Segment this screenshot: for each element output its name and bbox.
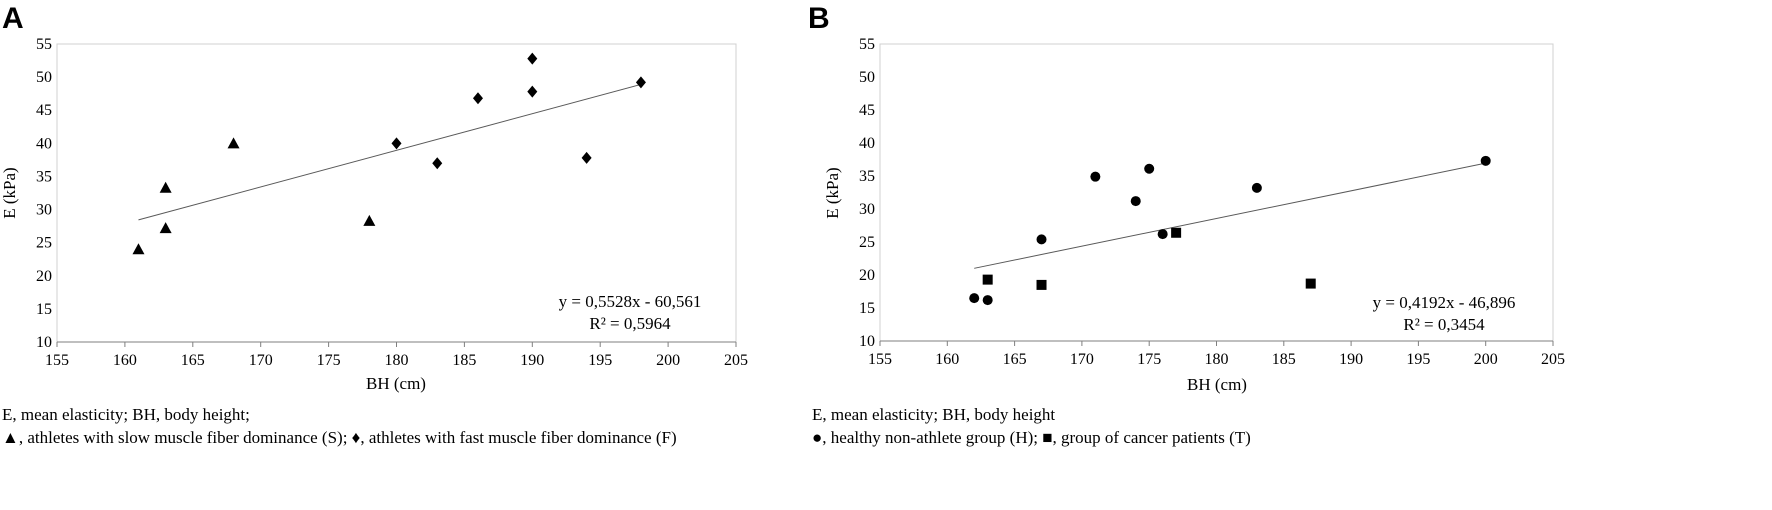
- panel-a-letter: A: [2, 2, 24, 35]
- panel-a-x-tick-label: 155: [45, 352, 69, 369]
- panel-a-x-tick-label: 180: [385, 352, 409, 369]
- panel-b-y-tick-label: 45: [859, 102, 875, 119]
- panel-b-y-label: E (kPa): [823, 167, 842, 218]
- panel-b-circle-point: [1251, 182, 1262, 193]
- panel-a-caption-2: ▲, athletes with slow muscle fiber domin…: [2, 428, 677, 447]
- panel-a-y-tick-label: 30: [36, 202, 52, 219]
- panel-a-diamond-point: [635, 76, 646, 89]
- panel-a-ticks: 155 160 165 170 175 180 185 190 195 200 205 10 15 20 2…: [36, 36, 748, 369]
- panel-b-r2: R² = 0,3454: [1403, 315, 1485, 334]
- panel-a-triangle-point: [132, 243, 145, 255]
- panel-a-y-tick-label: 55: [36, 36, 52, 53]
- panel-b-x-tick-label: 205: [1541, 351, 1565, 368]
- panel-a-r2: R² = 0,5964: [589, 314, 671, 333]
- panel-b-square-point: [1171, 227, 1182, 238]
- panel-a-y-label: E (kPa): [0, 167, 19, 218]
- panel-b-x-tick-label: 190: [1339, 351, 1363, 368]
- panel-a-y-tick-label: 40: [36, 135, 52, 152]
- panel-a-x-tick-label: 205: [724, 352, 748, 369]
- panel-a-x-tick-label: 200: [656, 352, 680, 369]
- panel-a-diamond-point: [472, 92, 483, 105]
- panel-b-circle-point: [969, 293, 980, 304]
- panel-a-triangle-point: [363, 214, 376, 226]
- panel-a-y-tick-label: 45: [36, 102, 52, 119]
- panel-b-x-tick-label: 200: [1474, 351, 1498, 368]
- panel-a-diamond-point: [432, 157, 443, 170]
- panel-a: A 155 160 165 170 175 180 185 190 195 200 205 10 15 2…: [0, 2, 748, 447]
- panel-a-x-tick-label: 195: [588, 352, 612, 369]
- panel-b-trendline: [974, 162, 1486, 269]
- panel-b-x-tick-label: 185: [1272, 351, 1296, 368]
- panel-a-diamond-point: [527, 85, 538, 98]
- panel-b-y-tick-label: 25: [859, 234, 875, 251]
- panel-a-points: [132, 52, 646, 255]
- panel-a-y-tick-label: 35: [36, 168, 52, 185]
- panel-a-diamond-point: [391, 137, 402, 150]
- panel-a-x-tick-label: 190: [520, 352, 544, 369]
- panel-a-x-tick-label: 170: [249, 352, 273, 369]
- panel-a-y-tick-label: 20: [36, 268, 52, 285]
- panel-b-x-tick-label: 155: [868, 351, 892, 368]
- panel-a-diamond-point: [581, 151, 592, 164]
- panel-a-triangle-point: [159, 222, 172, 234]
- panel-b-points: [969, 155, 1491, 306]
- panel-a-triangle-point: [227, 137, 240, 149]
- panel-b-y-tick-label: 10: [859, 333, 875, 350]
- panel-b-circle-point: [1036, 234, 1047, 245]
- panel-b-circle-point: [1144, 163, 1155, 174]
- panel-b-caption-1: E, mean elasticity; BH, body height: [812, 405, 1055, 424]
- panel-b-x-tick-label: 170: [1070, 351, 1094, 368]
- panel-b-square-point: [1036, 279, 1047, 290]
- panel-a-y-tick-label: 10: [36, 334, 52, 351]
- panel-b-x-tick-label: 175: [1137, 351, 1161, 368]
- panel-a-x-tick-label: 175: [317, 352, 341, 369]
- panel-a-triangle-point: [159, 181, 172, 193]
- panel-b-circle-point: [982, 295, 993, 306]
- panel-b-y-tick-label: 35: [859, 168, 875, 185]
- panel-a-trendline: [138, 83, 642, 221]
- panel-a-caption-1: E, mean elasticity; BH, body height;: [2, 405, 250, 424]
- panel-b-y-tick-label: 30: [859, 201, 875, 218]
- panel-a-y-tick-label: 25: [36, 235, 52, 252]
- panel-b-letter: B: [808, 2, 830, 35]
- panel-b-x-tick-label: 195: [1406, 351, 1430, 368]
- panel-b-x-tick-label: 180: [1205, 351, 1229, 368]
- panel-b-y-tick-label: 15: [859, 300, 875, 317]
- panel-b-ticks: 155 160 165 170 175 180 185 190 195 200 205 10 15 20 2…: [859, 36, 1565, 368]
- panel-b-circle-point: [1480, 155, 1491, 166]
- panel-b-caption-2: ●, healthy non-athlete group (H); ■, gro…: [812, 428, 1251, 447]
- panel-a-x-tick-label: 185: [452, 352, 476, 369]
- panel-b-equation: y = 0,4192x - 46,896: [1373, 293, 1516, 312]
- panel-b-y-tick-label: 50: [859, 69, 875, 86]
- panel-a-equation: y = 0,5528x - 60,561: [559, 292, 702, 311]
- panel-b-x-tick-label: 160: [935, 351, 959, 368]
- panel-a-y-tick-label: 50: [36, 69, 52, 86]
- panel-b-y-tick-label: 55: [859, 36, 875, 53]
- panel-a-diamond-point: [527, 52, 538, 65]
- panel-b-circle-point: [1130, 196, 1141, 207]
- panel-b-x-tick-label: 165: [1003, 351, 1027, 368]
- panel-a-y-tick-label: 15: [36, 301, 52, 318]
- panel-b-circle-point: [1090, 171, 1101, 182]
- panel-a-x-tick-label: 165: [181, 352, 205, 369]
- panel-a-x-tick-label: 160: [113, 352, 137, 369]
- panel-a-x-label: BH (cm): [366, 374, 426, 393]
- panel-b-x-label: BH (cm): [1187, 375, 1247, 394]
- panel-b-square-point: [982, 274, 993, 285]
- panel-b-y-tick-label: 40: [859, 135, 875, 152]
- panel-b-square-point: [1305, 278, 1316, 289]
- panel-b-y-tick-label: 20: [859, 267, 875, 284]
- panel-b-circle-point: [1157, 229, 1168, 240]
- panel-b: B 155 160 165 170 175 180 185 190 195 200 205 10 15 2…: [808, 2, 1565, 447]
